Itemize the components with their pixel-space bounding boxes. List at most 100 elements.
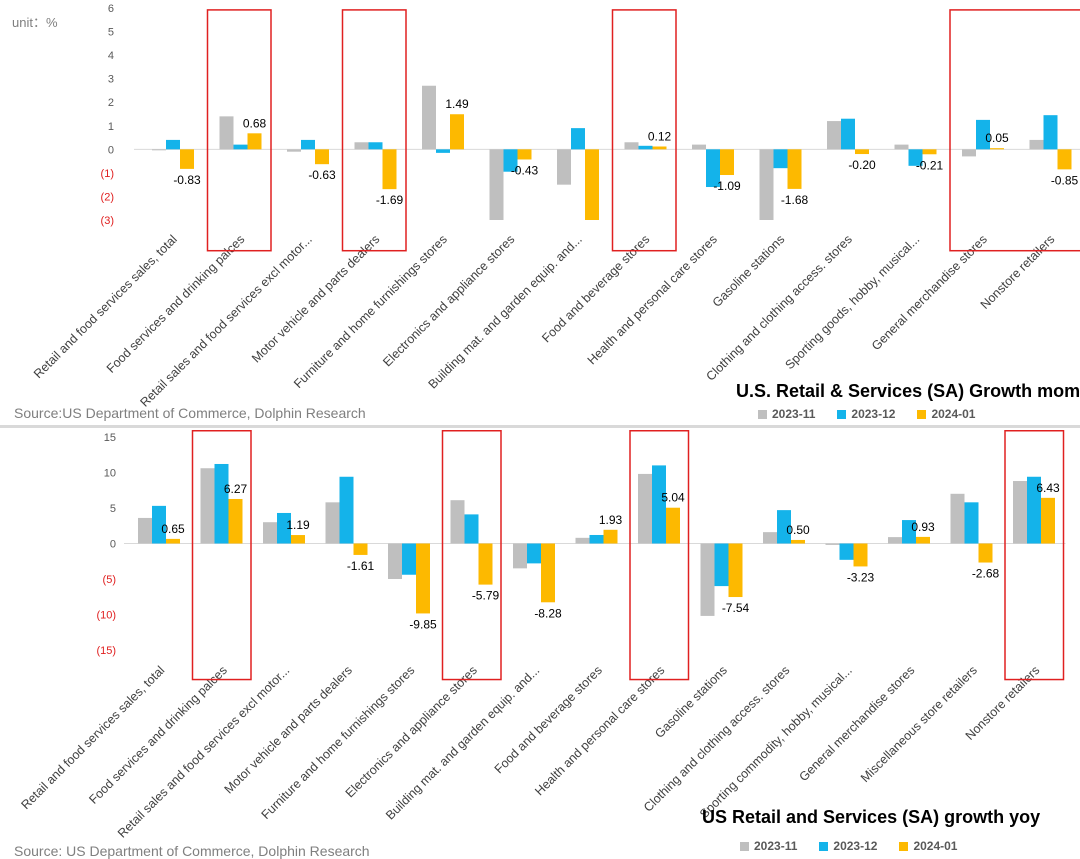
bar-2024-01-building-mat-and-garden-equip-and bbox=[585, 149, 599, 220]
category-label: Furniture and home furnishings stores bbox=[291, 232, 450, 391]
bar-2023-12-food-services-and-drinking-palces bbox=[233, 144, 248, 150]
category-label: Building mat. and garden equip. and... bbox=[426, 232, 585, 391]
y-tick-label: 4 bbox=[108, 50, 114, 62]
y-tick-label: 2 bbox=[108, 97, 114, 109]
y-tick-label: (3) bbox=[101, 215, 114, 227]
bar-2023-12-furniture-and-home-furnishings-stores bbox=[402, 543, 416, 575]
bar-2023-12-electronics-and-appliance-stores bbox=[464, 514, 479, 544]
bar-2023-12-retail-and-food-services-sales-total bbox=[152, 505, 166, 544]
bar-2023-11-gasoline-stations bbox=[700, 543, 715, 616]
category-label: Retail and food services sales, total bbox=[31, 232, 180, 381]
y-tick-label: 0 bbox=[110, 539, 116, 551]
yoy-chart-panel: 15 10 5 0 (5) (10) (15) 0.65 Retail and food ser… bbox=[0, 428, 1080, 859]
legend-label: 2023-11 bbox=[754, 839, 798, 853]
panel-divider bbox=[0, 425, 1080, 428]
bar-2023-12-motor-vehicle-and-parts-dealers bbox=[368, 142, 383, 150]
bar-2023-11-general-merchandise-stores bbox=[888, 537, 902, 544]
y-tick-label: (5) bbox=[103, 574, 116, 586]
y-tick-label: 6 bbox=[108, 3, 114, 15]
bar-2023-12-clothing-and-clothing-access-stores bbox=[841, 118, 855, 150]
bar-2023-11-retail-and-food-services-sales-total bbox=[152, 149, 166, 151]
bar-2023-11-sporting-goods-hobby-musical bbox=[894, 144, 909, 150]
bar-2024-01-retail-sales-and-food-services-excl-motor bbox=[291, 535, 305, 544]
bar-2024-01-clothing-and-clothing-access-stores bbox=[855, 149, 869, 155]
category-label: Food services and drinking palces bbox=[86, 663, 230, 807]
bar-2023-12-retail-and-food-services-sales-total bbox=[166, 139, 180, 150]
bar-2023-11-retail-sales-and-food-services-excl-motor bbox=[287, 149, 301, 152]
legend-swatch bbox=[758, 409, 767, 419]
bar-2023-11-retail-and-food-services-sales-total bbox=[138, 517, 152, 544]
highlight-box bbox=[611, 9, 677, 252]
category-label: Health and personal care stores bbox=[532, 663, 667, 798]
bar-2023-12-building-mat-and-garden-equip-and bbox=[571, 128, 585, 150]
bar-2023-11-food-and-beverage-stores bbox=[624, 142, 639, 150]
data-label: -7.54 bbox=[722, 601, 750, 615]
bar-2024-01-sporting-commodity-hobby-musical bbox=[853, 543, 868, 567]
bar-2024-01-electronics-and-appliance-stores bbox=[478, 543, 493, 585]
legend-swatch bbox=[899, 841, 909, 851]
legend-item-2024-01: 2024-01 bbox=[899, 839, 957, 853]
bar-2023-12-nonstore-retailers bbox=[1027, 476, 1041, 544]
legend-swatch bbox=[740, 841, 749, 851]
data-label: -0.20 bbox=[848, 158, 876, 172]
bar-2024-01-clothing-and-clothing-access-stores bbox=[791, 539, 805, 544]
bar-2023-12-electronics-and-appliance-stores bbox=[503, 149, 518, 172]
y-tick-label: 3 bbox=[108, 74, 114, 86]
bar-2023-11-furniture-and-home-furnishings-stores bbox=[388, 543, 402, 579]
bar-2023-12-gasoline-stations bbox=[773, 149, 788, 169]
bar-2024-01-health-and-personal-care-stores bbox=[720, 149, 734, 176]
bar-2023-11-general-merchandise-stores bbox=[962, 149, 976, 157]
yoy-chart-title: US Retail and Services (SA) growth yoy bbox=[702, 807, 1041, 827]
bar-2023-11-furniture-and-home-furnishings-stores bbox=[422, 85, 436, 150]
bar-2023-11-food-services-and-drinking-palces bbox=[219, 116, 234, 150]
bar-2024-01-gasoline-stations bbox=[728, 543, 743, 598]
bar-2024-01-electronics-and-appliance-stores bbox=[517, 149, 532, 160]
bar-2024-01-retail-sales-and-food-services-excl-motor bbox=[315, 149, 329, 165]
category-label: Electronics and appliance stores bbox=[343, 663, 480, 800]
category-label: General merchandise stores bbox=[796, 663, 917, 784]
data-label: -0.83 bbox=[173, 173, 201, 187]
legend-item-2023-11: 2023-11 bbox=[740, 839, 797, 853]
mom-legend: 2023-11 2023-12 2024-01 bbox=[758, 407, 975, 421]
yoy-source-note: Source: US Department of Commerce, Dolph… bbox=[14, 843, 370, 859]
bar-2024-01-motor-vehicle-and-parts-dealers bbox=[353, 543, 368, 555]
bar-2023-12-gasoline-stations bbox=[714, 543, 729, 587]
highlight-box bbox=[206, 9, 272, 252]
bar-2023-12-furniture-and-home-furnishings-stores bbox=[436, 149, 450, 153]
y-tick-label: (2) bbox=[101, 191, 114, 203]
legend-item-2023-11: 2023-11 bbox=[758, 407, 815, 421]
bar-2024-01-furniture-and-home-furnishings-stores bbox=[416, 543, 430, 614]
category-label: Clothing and clothing access. stores bbox=[703, 232, 854, 383]
bar-2023-11-miscellaneous-store-retailers bbox=[950, 493, 965, 544]
y-tick-label: 15 bbox=[104, 432, 116, 444]
bar-2023-11-electronics-and-appliance-stores bbox=[489, 149, 504, 220]
category-label: Food and beverage stores bbox=[539, 232, 652, 345]
data-label: 0.05 bbox=[985, 131, 1009, 145]
category-label: Miscellaneous store retailers bbox=[858, 663, 980, 785]
bar-2023-11-clothing-and-clothing-access-stores bbox=[763, 532, 777, 544]
data-label: -0.43 bbox=[511, 163, 539, 177]
bar-2023-11-nonstore-retailers bbox=[1013, 481, 1027, 544]
bar-2023-12-general-merchandise-stores bbox=[902, 520, 916, 544]
mom-chart-title: U.S. Retail & Services (SA) Growth mom bbox=[736, 381, 1080, 401]
legend-item-2023-12: 2023-12 bbox=[837, 407, 895, 421]
data-label: -1.68 bbox=[781, 193, 809, 207]
mom-chart: 6 5 4 3 2 1 0 (1) (2) (3) -0.83 Retail and food ser… bbox=[31, 3, 1080, 410]
category-label: Sporting goods, hobby, musical... bbox=[782, 232, 922, 372]
bar-2023-11-food-and-beverage-stores bbox=[575, 537, 590, 544]
highlight-box bbox=[191, 430, 252, 681]
bar-2024-01-building-mat-and-garden-equip-and bbox=[541, 543, 555, 603]
bar-2023-12-building-mat-and-garden-equip-and bbox=[527, 543, 541, 564]
highlight-box bbox=[949, 9, 1080, 252]
bar-2023-12-food-and-beverage-stores bbox=[589, 534, 604, 544]
category-label: Food services and drinking palces bbox=[104, 232, 248, 376]
bar-2024-01-gasoline-stations bbox=[787, 149, 802, 189]
mom-source-note: Source:US Department of Commerce, Dolphi… bbox=[14, 405, 366, 421]
bar-2024-01-general-merchandise-stores bbox=[916, 536, 930, 544]
bar-2024-01-retail-and-food-services-sales-total bbox=[166, 538, 180, 544]
bar-2024-01-food-and-beverage-stores bbox=[603, 529, 618, 544]
category-label: Motor vehicle and parts dealers bbox=[249, 232, 382, 365]
legend-swatch bbox=[917, 409, 927, 419]
bar-2024-01-general-merchandise-stores bbox=[990, 148, 1004, 150]
